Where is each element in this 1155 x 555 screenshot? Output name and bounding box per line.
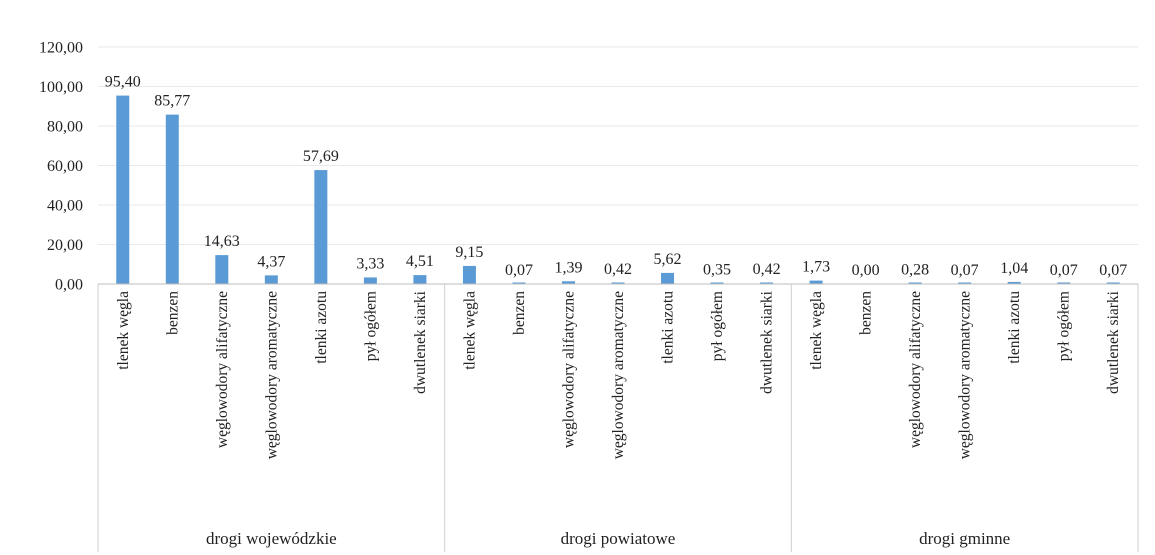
- category-label: benzen: [164, 291, 181, 335]
- data-label: 5,62: [654, 251, 682, 268]
- category-label: pył ogółem: [709, 291, 726, 361]
- bar: [809, 280, 823, 284]
- bar: [314, 170, 328, 284]
- category-label: benzen: [858, 291, 875, 335]
- bar: [958, 282, 972, 284]
- category-label: dwutlenek siarki: [412, 290, 429, 394]
- bar: [512, 282, 526, 284]
- data-label: 3,33: [356, 255, 384, 272]
- data-label: 95,40: [105, 74, 141, 91]
- group-label: drogi powiatowe: [561, 529, 676, 548]
- bar: [710, 282, 724, 284]
- category-label: tlenki azotu: [313, 291, 330, 364]
- data-label: 14,63: [204, 233, 240, 250]
- data-label: 4,51: [406, 253, 434, 270]
- bar: [561, 281, 575, 284]
- group-label: drogi gminne: [919, 529, 1010, 548]
- category-label: benzen: [511, 291, 528, 335]
- data-label: 9,15: [455, 244, 483, 261]
- data-labels: 95,40 85,77 14,63 4,37 57,69 3,33 4,51 9,15 0,07…: [105, 74, 1127, 279]
- bar: [908, 282, 922, 284]
- bar: [264, 275, 278, 284]
- category-label: dwutlenek siarki: [1105, 290, 1122, 394]
- data-label: 0,07: [1050, 262, 1078, 279]
- bar: [661, 272, 675, 284]
- bar: [760, 282, 774, 284]
- data-label: 0,35: [703, 261, 731, 278]
- category-label: dwutlenek siarki: [759, 290, 776, 394]
- bar: [363, 277, 377, 284]
- category-label: węglowodory alifatyczne: [907, 291, 924, 448]
- data-label: 4,37: [257, 253, 285, 270]
- y-tick-label: 0,00: [55, 277, 83, 294]
- data-label: 0,28: [901, 261, 929, 278]
- y-tick-label: 120,00: [39, 40, 83, 57]
- bar: [413, 275, 427, 284]
- y-axis-ticks: 0,00 20,00 40,00 60,00 80,00 100,00 120,00: [39, 40, 83, 294]
- y-tick-label: 20,00: [47, 237, 83, 254]
- data-label: 1,04: [1000, 260, 1028, 277]
- data-label: 0,42: [753, 261, 781, 278]
- data-label: 0,07: [951, 262, 979, 279]
- category-label: pył ogółem: [1056, 291, 1073, 361]
- bar: [116, 95, 130, 285]
- bar: [1106, 282, 1120, 284]
- data-label: 0,00: [852, 262, 880, 279]
- category-label: tlenek węgla: [808, 291, 825, 370]
- category-label: węglowodory alifatyczne: [560, 291, 577, 448]
- bars: [116, 95, 1120, 285]
- category-label: węglowodory aromatyczne: [263, 291, 280, 459]
- bar: [462, 265, 476, 284]
- data-label: 57,69: [303, 148, 339, 165]
- y-tick-label: 60,00: [47, 158, 83, 175]
- data-label: 0,42: [604, 261, 632, 278]
- data-label: 0,07: [505, 262, 533, 279]
- group-labels: drogi wojewódzkie drogi powiatowe drogi gm…: [206, 529, 1010, 548]
- bar: [165, 114, 179, 284]
- category-label: tlenki azotu: [1006, 291, 1023, 364]
- y-tick-label: 100,00: [39, 79, 83, 96]
- data-label: 0,07: [1099, 262, 1127, 279]
- x-axis: [97, 283, 1139, 552]
- category-label: węglowodory aromatyczne: [610, 291, 627, 459]
- category-label: pył ogółem: [362, 291, 379, 361]
- group-label: drogi wojewódzkie: [206, 529, 337, 548]
- bar: [611, 282, 625, 284]
- category-labels: tlenek węgla benzen węglowodory alifatyczn…: [115, 290, 1122, 459]
- y-tick-label: 80,00: [47, 119, 83, 136]
- category-label: tlenki azotu: [660, 291, 677, 364]
- category-label: tlenek węgla: [461, 291, 478, 370]
- bar: [1057, 282, 1071, 284]
- category-label: węglowodory alifatyczne: [214, 291, 231, 448]
- data-label: 1,73: [802, 259, 830, 276]
- data-label: 1,39: [554, 259, 582, 276]
- gridlines: [98, 46, 1138, 245]
- y-tick-label: 40,00: [47, 198, 83, 215]
- bar: [1007, 281, 1021, 284]
- category-label: tlenek węgla: [115, 291, 132, 370]
- category-label: węglowodory aromatyczne: [957, 291, 974, 459]
- data-label: 85,77: [154, 93, 190, 110]
- bar: [215, 255, 229, 284]
